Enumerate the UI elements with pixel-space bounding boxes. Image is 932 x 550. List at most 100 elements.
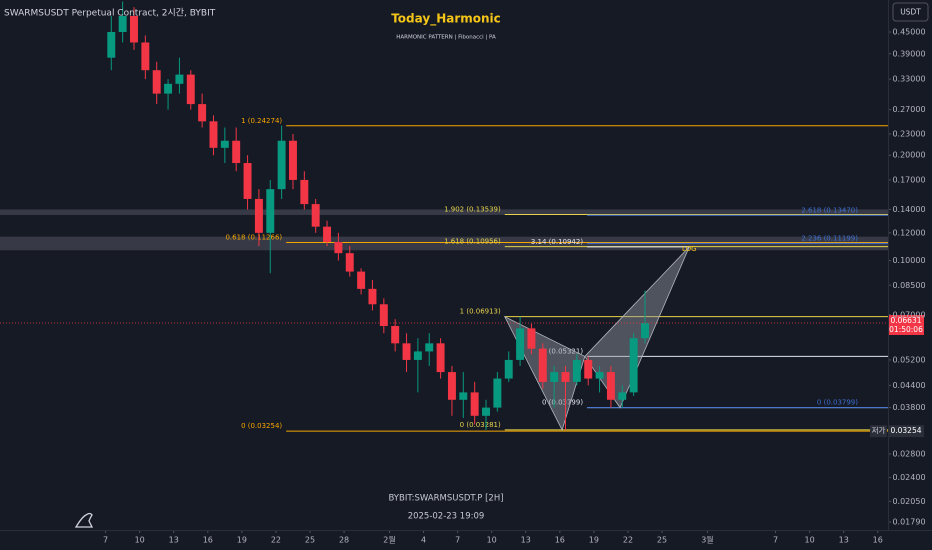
- axes: 0.45000 0.39000 0.33000 0.27000 0.23000 0.200…: [103, 28, 925, 545]
- x-tick-label: 13: [521, 536, 531, 545]
- zone: [0, 209, 888, 215]
- x-tick-label: 22: [271, 536, 281, 545]
- candle-body: [504, 359, 513, 379]
- x-tick-label: 16: [555, 536, 565, 545]
- candle-body: [220, 140, 229, 148]
- candle-body: [357, 271, 366, 289]
- candle-body: [254, 198, 263, 233]
- candle-body: [618, 392, 627, 400]
- candle-body: [107, 32, 116, 58]
- low-tag-box: [870, 425, 887, 438]
- level-label: 1.902 (0.13539): [444, 206, 501, 214]
- x-tick-label: 13: [169, 536, 179, 545]
- level-label: 0.618 (0.11266): [225, 233, 282, 241]
- candle-body: [164, 83, 173, 94]
- candle-body: [572, 359, 581, 382]
- candle-body: [470, 392, 479, 416]
- x-tick-label: 13: [839, 536, 849, 545]
- y-tick-label: 0.04400: [892, 381, 925, 390]
- current-price-box: [888, 314, 924, 335]
- candle-body: [243, 163, 252, 199]
- candle-body: [198, 104, 207, 122]
- level-label: 3.14 (0.10942): [531, 238, 583, 246]
- candle-body: [266, 189, 275, 233]
- x-tick-label: 4: [421, 536, 426, 545]
- y-tick-label: 0.17000: [892, 175, 925, 184]
- candle-body: [527, 328, 536, 349]
- level-label: 2.618 (0.13470): [801, 206, 858, 214]
- countdown: 01:50:06: [889, 325, 923, 334]
- level-label: 0 (0.03254): [241, 422, 282, 430]
- currency-button[interactable]: [892, 2, 929, 22]
- candle-body: [482, 407, 490, 416]
- x-tick-label: 22: [623, 536, 633, 545]
- y-tick-label: 0.14000: [892, 205, 925, 214]
- chart-title: SWARMSUSDT Perpetual Contract, 2시간, BYBI…: [4, 8, 216, 19]
- candle-body: [118, 15, 127, 33]
- current-price-label: 0.06631: [890, 316, 921, 325]
- candle-body: [629, 338, 638, 393]
- watermark-date: 2025-02-23 19:09: [408, 512, 485, 522]
- candle-body: [209, 121, 218, 148]
- pattern-label: LOG: [682, 245, 697, 253]
- candle-body: [391, 326, 400, 344]
- level-label: 0 (0.03799): [817, 399, 858, 407]
- level-label: 0 (0.03799): [542, 399, 583, 407]
- candle-body: [516, 328, 525, 360]
- x-tick-label: 7: [103, 536, 108, 545]
- low-price-box: [888, 425, 924, 438]
- candle-body: [425, 343, 434, 352]
- candle-body: [288, 140, 297, 180]
- y-tick-label: 0.27000: [892, 105, 925, 114]
- x-tick-label: 10: [487, 536, 497, 545]
- candle-body: [345, 253, 354, 272]
- y-tick-label: 0.45000: [892, 28, 925, 37]
- candle-body: [141, 42, 150, 71]
- x-tick-label: 10: [805, 536, 815, 545]
- level-label: 1.618 (0.10956): [444, 238, 501, 246]
- level-label: 1 (0.06913): [460, 308, 501, 316]
- y-tick-label: 0.07000: [892, 310, 925, 319]
- candle-body: [232, 140, 241, 164]
- level-label: 1 (0.05321): [542, 347, 583, 355]
- y-tick-label: 0.39000: [892, 49, 925, 58]
- candle-body: [493, 378, 502, 408]
- x-tick-label: 2월: [383, 535, 395, 545]
- candle-body: [277, 140, 286, 190]
- x-tick-label: 16: [203, 536, 213, 545]
- x-tick-label: 3월: [701, 535, 713, 545]
- y-tick-label: 0.02050: [892, 497, 925, 506]
- x-tick-label: 19: [589, 536, 599, 545]
- x-tick-label: 16: [873, 536, 883, 545]
- candle-body: [436, 343, 445, 373]
- candle-body: [130, 15, 138, 43]
- candle-body: [311, 204, 320, 227]
- y-tick-label: 0.02400: [892, 473, 925, 482]
- logo: [74, 512, 94, 528]
- candle-body: [584, 359, 593, 379]
- currency-label[interactable]: USDT: [900, 8, 921, 17]
- candles: [107, 1, 649, 430]
- y-tick-label: 0.33000: [892, 75, 925, 84]
- level-label: 0 (0.03281): [460, 421, 501, 429]
- watermark: BYBIT:SWARMSUSDT.P [2H]: [388, 494, 503, 504]
- level-label: 2.236 (0.11199): [801, 234, 858, 242]
- y-tick-label: 0.10000: [892, 256, 925, 265]
- candle-body: [550, 372, 559, 382]
- x-tick-label: 19: [237, 536, 247, 545]
- candle-body: [323, 226, 332, 242]
- candle-body: [606, 372, 615, 400]
- x-tick-label: 10: [135, 536, 145, 545]
- low-tag: 저가: [872, 426, 886, 435]
- y-tick-label: 0.05200: [892, 355, 925, 364]
- indicator-title: Today_Harmonic: [391, 12, 501, 27]
- candle-body: [413, 351, 422, 360]
- candle-body: [561, 372, 570, 382]
- indicator-subtitle: HARMONIC PATTERN | Fibonacci | PA: [396, 35, 496, 41]
- y-tick-label: 0.20000: [892, 151, 925, 160]
- level-label: 1 (0.24274): [241, 117, 282, 125]
